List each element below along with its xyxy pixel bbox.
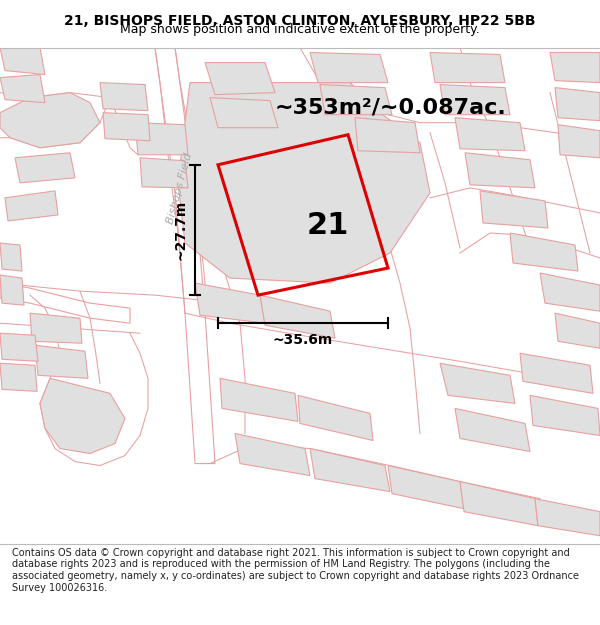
Text: Contains OS data © Crown copyright and database right 2021. This information is : Contains OS data © Crown copyright and d… bbox=[12, 548, 579, 592]
Polygon shape bbox=[555, 313, 600, 348]
Polygon shape bbox=[355, 118, 420, 152]
Text: ~353m²/~0.087ac.: ~353m²/~0.087ac. bbox=[275, 98, 507, 118]
Polygon shape bbox=[455, 118, 525, 151]
Text: ~27.7m: ~27.7m bbox=[173, 200, 187, 260]
Polygon shape bbox=[320, 84, 392, 114]
Polygon shape bbox=[35, 345, 88, 378]
Polygon shape bbox=[298, 396, 373, 441]
Polygon shape bbox=[0, 92, 100, 148]
Polygon shape bbox=[260, 295, 335, 338]
Polygon shape bbox=[5, 191, 58, 221]
Polygon shape bbox=[0, 74, 45, 102]
Polygon shape bbox=[0, 283, 130, 323]
Polygon shape bbox=[550, 52, 600, 82]
Polygon shape bbox=[235, 434, 310, 476]
Polygon shape bbox=[40, 378, 125, 454]
Polygon shape bbox=[155, 48, 215, 464]
Polygon shape bbox=[205, 62, 275, 94]
Text: 21: 21 bbox=[307, 211, 349, 240]
Polygon shape bbox=[0, 363, 37, 391]
Polygon shape bbox=[178, 82, 430, 283]
Polygon shape bbox=[0, 275, 24, 305]
Polygon shape bbox=[440, 84, 510, 114]
Polygon shape bbox=[510, 233, 578, 271]
Polygon shape bbox=[0, 48, 45, 74]
Polygon shape bbox=[100, 82, 148, 111]
Polygon shape bbox=[310, 52, 388, 82]
Polygon shape bbox=[15, 152, 75, 183]
Polygon shape bbox=[430, 52, 505, 82]
Polygon shape bbox=[460, 482, 538, 526]
Text: Bishops Field: Bishops Field bbox=[166, 151, 194, 224]
Text: ~35.6m: ~35.6m bbox=[273, 333, 333, 348]
Text: Map shows position and indicative extent of the property.: Map shows position and indicative extent… bbox=[120, 22, 480, 36]
Polygon shape bbox=[30, 313, 82, 343]
Polygon shape bbox=[555, 88, 600, 121]
Polygon shape bbox=[220, 378, 298, 421]
Polygon shape bbox=[480, 191, 548, 228]
Polygon shape bbox=[195, 283, 265, 323]
Polygon shape bbox=[135, 122, 188, 155]
Polygon shape bbox=[520, 353, 593, 393]
Polygon shape bbox=[388, 466, 464, 509]
Polygon shape bbox=[535, 499, 600, 536]
Polygon shape bbox=[0, 333, 38, 361]
Polygon shape bbox=[540, 273, 600, 311]
Polygon shape bbox=[0, 243, 22, 271]
Text: 21, BISHOPS FIELD, ASTON CLINTON, AYLESBURY, HP22 5BB: 21, BISHOPS FIELD, ASTON CLINTON, AYLESB… bbox=[64, 14, 536, 28]
Polygon shape bbox=[103, 112, 150, 141]
Polygon shape bbox=[455, 408, 530, 451]
Polygon shape bbox=[140, 158, 188, 188]
Polygon shape bbox=[210, 98, 278, 128]
Polygon shape bbox=[465, 152, 535, 188]
Polygon shape bbox=[530, 396, 600, 436]
Polygon shape bbox=[310, 449, 390, 492]
Polygon shape bbox=[440, 363, 515, 403]
Polygon shape bbox=[558, 125, 600, 158]
